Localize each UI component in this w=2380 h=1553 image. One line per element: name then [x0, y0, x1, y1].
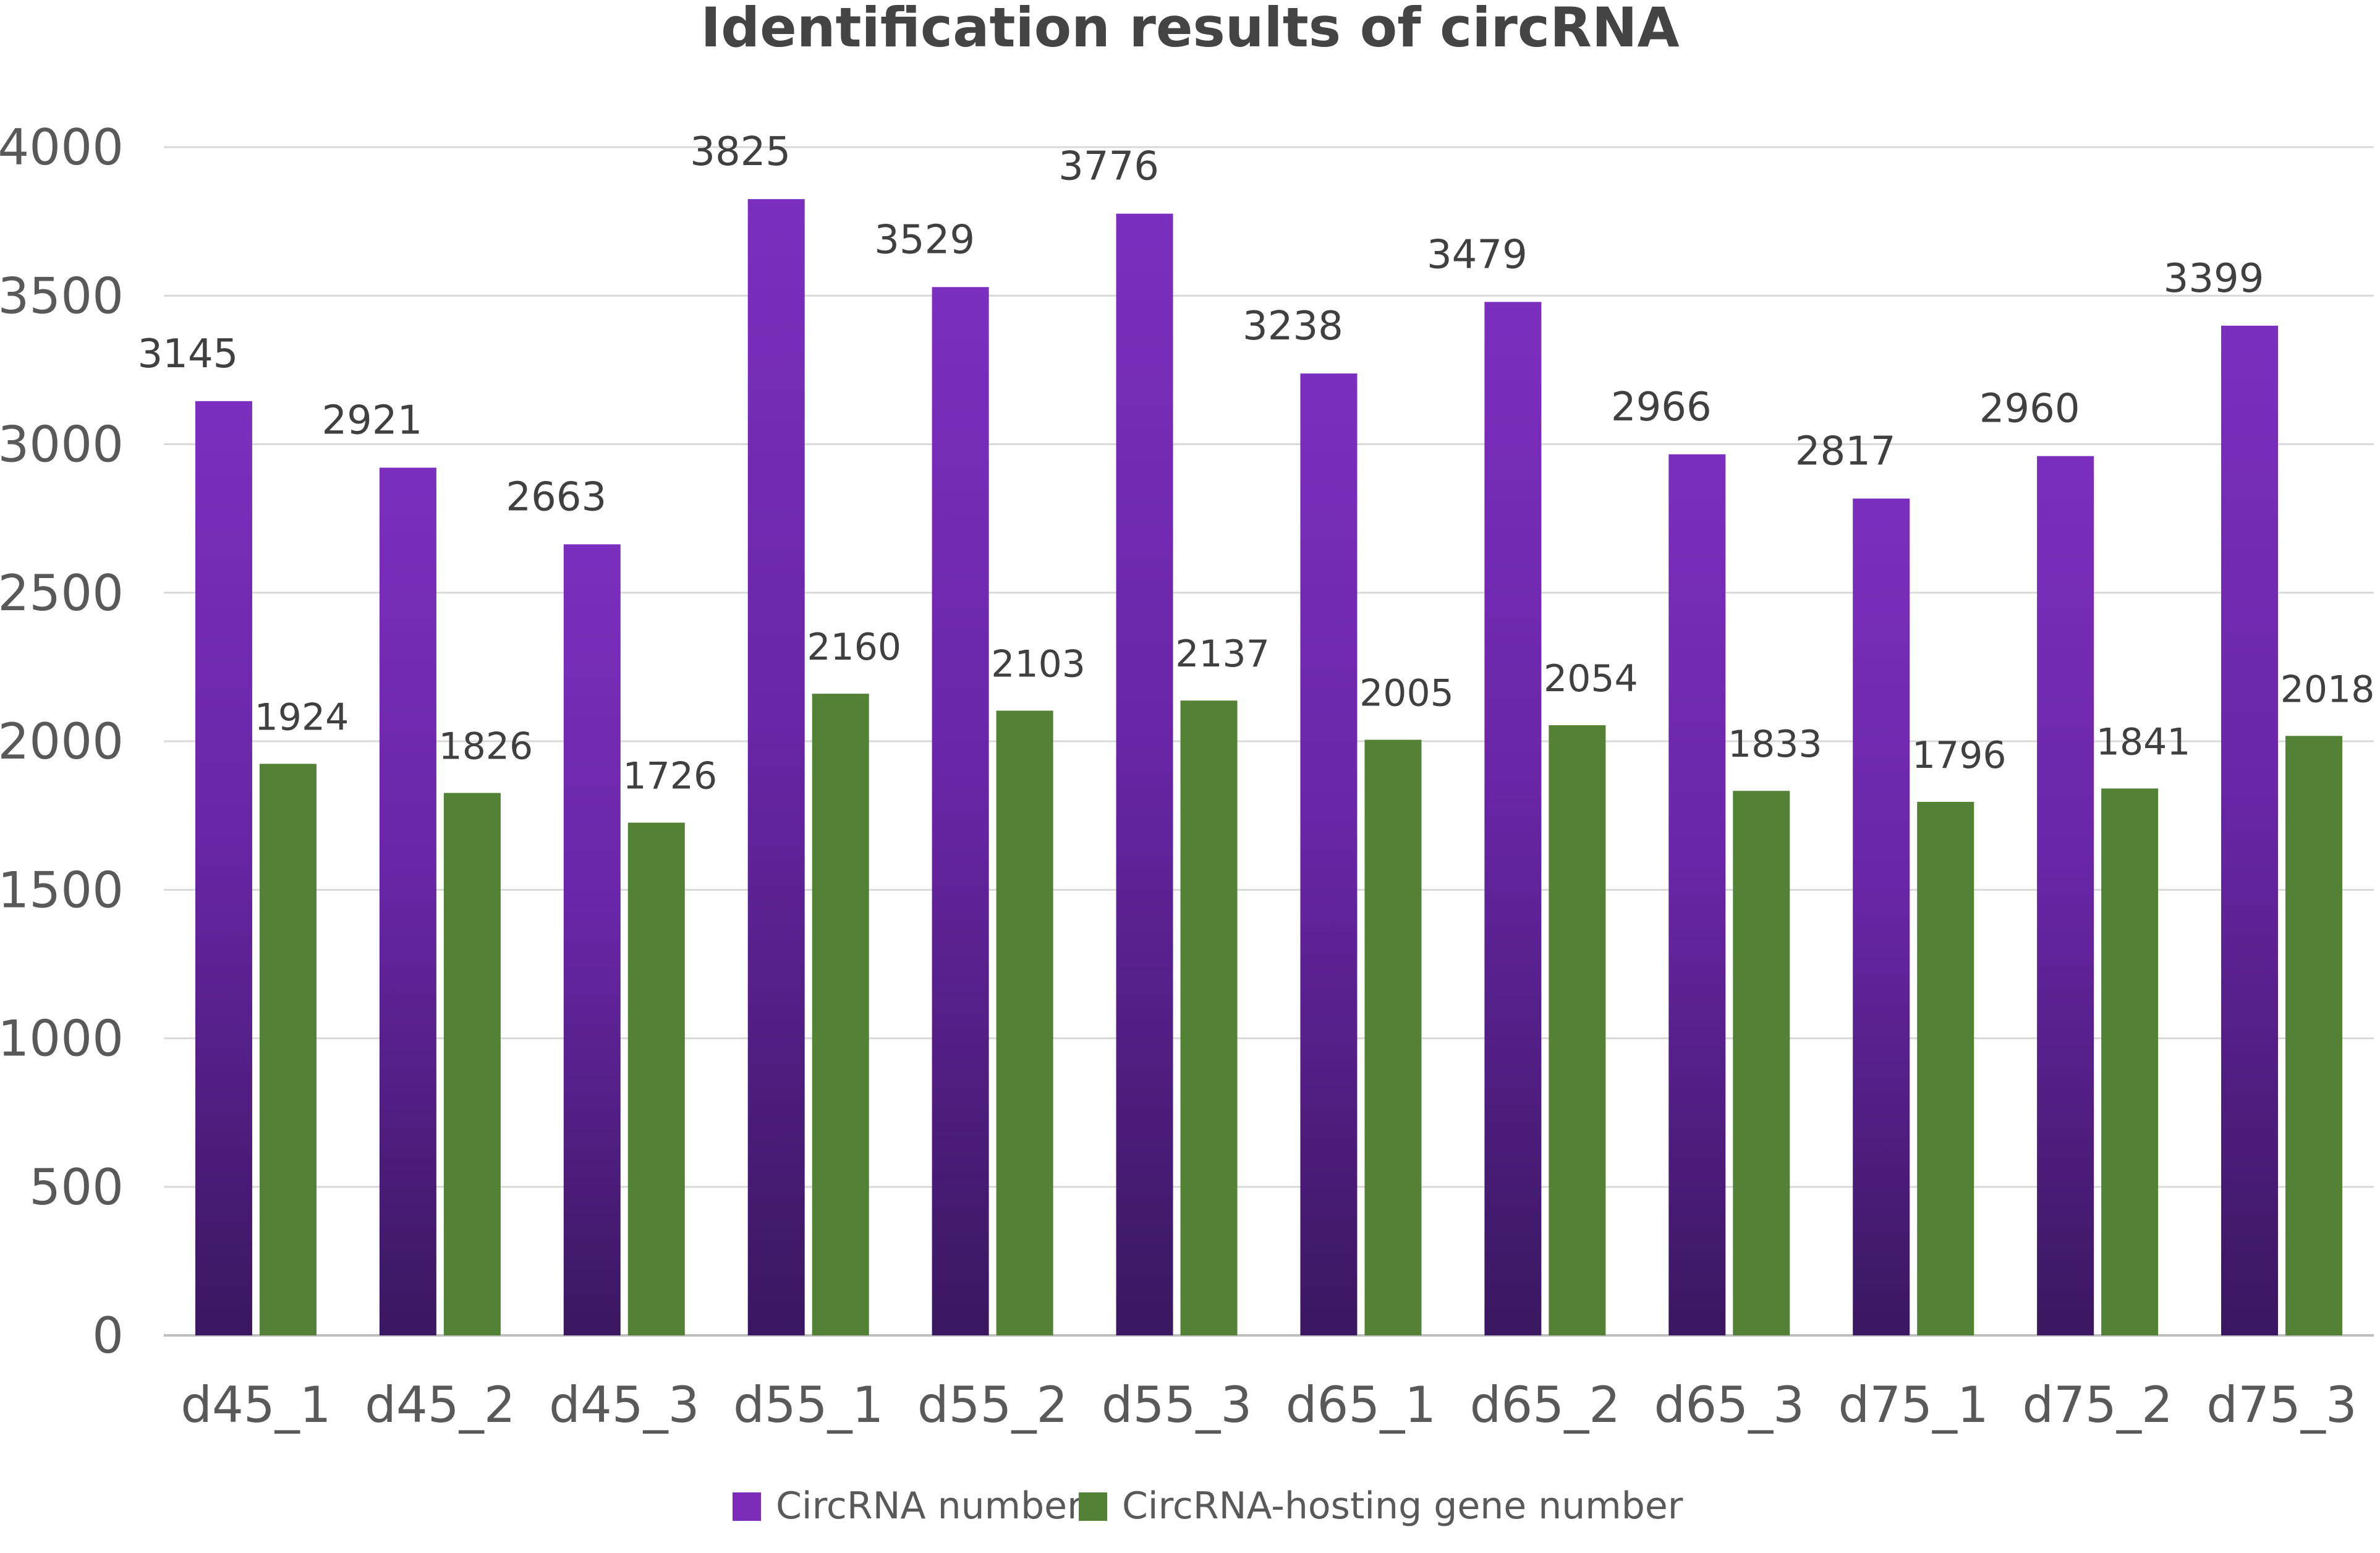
- x-tick-label: d45_3: [549, 1376, 699, 1434]
- x-tick-label: d65_1: [1286, 1376, 1436, 1434]
- y-tick-label: 2500: [0, 564, 124, 622]
- gridlines: [164, 146, 2374, 1337]
- bar-circrna-number: [1668, 454, 1726, 1336]
- data-label: 3529: [874, 217, 975, 263]
- x-tick-label: d55_2: [917, 1376, 1068, 1434]
- data-label: 3145: [138, 331, 239, 377]
- chart-title: Identification results of circRNA: [700, 0, 1679, 59]
- data-label: 2005: [1359, 672, 1454, 715]
- y-tick-label: 3500: [0, 267, 124, 325]
- bar-circrna-hosting-gene-number: [1917, 802, 1974, 1335]
- bar-circrna-hosting-gene-number: [627, 822, 685, 1335]
- data-label: 3238: [1243, 304, 1343, 349]
- legend-swatch-circrna-number: [733, 1492, 761, 1521]
- legend-label: CircRNA number: [776, 1484, 1082, 1528]
- data-label: 1796: [1912, 734, 2007, 777]
- data-label: 3479: [1427, 232, 1528, 278]
- x-tick-label: d45_1: [181, 1376, 331, 1434]
- y-tick-label: 2000: [0, 713, 124, 770]
- y-tick-label: 500: [29, 1159, 124, 1216]
- data-label: 2137: [1175, 632, 1270, 676]
- legend-swatch-circrna-hosting-gene-number: [1079, 1492, 1107, 1521]
- bar-circrna-number: [747, 199, 805, 1335]
- x-tick-label: d65_3: [1654, 1376, 1804, 1434]
- bar-circrna-hosting-gene-number: [2285, 736, 2343, 1335]
- y-tick-label: 3000: [0, 416, 124, 474]
- data-label: 2966: [1611, 385, 1712, 430]
- bar-circrna-number: [2037, 456, 2094, 1335]
- x-tick-label: d65_2: [1470, 1376, 1620, 1434]
- bar-circrna-hosting-gene-number: [1180, 700, 1238, 1335]
- bar-circrna-number: [2221, 325, 2279, 1335]
- data-label: 2054: [1544, 657, 1638, 700]
- data-label: 2921: [321, 398, 422, 443]
- bar-circrna-number: [563, 544, 621, 1336]
- bar-circrna-hosting-gene-number: [1733, 791, 1790, 1335]
- bar-circrna-number: [1853, 498, 1910, 1335]
- bar-circrna-number: [195, 401, 252, 1335]
- data-label: 2663: [506, 474, 606, 520]
- data-label: 1826: [439, 725, 533, 768]
- bar-circrna-hosting-gene-number: [443, 793, 501, 1335]
- data-label: 2817: [1795, 428, 1896, 474]
- bar-circrna-hosting-gene-number: [259, 764, 317, 1335]
- bar-circrna-hosting-gene-number: [996, 710, 1053, 1335]
- x-tick-label: d55_1: [733, 1376, 883, 1434]
- x-tick-label: d75_2: [2022, 1376, 2172, 1434]
- x-axis-tick-labels: d45_1 d45_2 d45_3 d55_1 d55_2 d55_3 d65_1 d65_2…: [181, 1376, 2357, 1434]
- data-label: 2960: [1979, 386, 2080, 432]
- data-label: 1726: [623, 755, 717, 798]
- x-tick-label: d45_2: [365, 1376, 515, 1434]
- bar-circrna-number: [379, 467, 436, 1335]
- y-tick-label: 4000: [0, 119, 124, 176]
- bar-circrna-number: [1484, 302, 1542, 1335]
- bar-circrna-number: [1300, 373, 1358, 1335]
- data-label: 3399: [2164, 256, 2264, 302]
- bar-circrna-number: [932, 287, 989, 1336]
- y-tick-label: 1500: [0, 861, 124, 919]
- legend: CircRNA number CircRNA-hosting gene numbe…: [733, 1484, 1683, 1528]
- bar-circrna-hosting-gene-number: [812, 694, 869, 1335]
- x-tick-label: d55_3: [1102, 1376, 1252, 1434]
- x-tick-label: d75_3: [2206, 1376, 2357, 1434]
- data-label: 2018: [2280, 668, 2375, 711]
- y-axis-tick-labels: 0 500 1000 1500 2000 2500 3000 3500 4000: [0, 119, 124, 1364]
- bar-circrna-hosting-gene-number: [2101, 788, 2159, 1335]
- bar-circrna-hosting-gene-number: [1364, 739, 1422, 1335]
- data-label: 2160: [807, 626, 901, 669]
- data-label: 2103: [991, 643, 1086, 686]
- data-label: 1833: [1728, 723, 1822, 766]
- x-tick-label: d75_1: [1838, 1376, 1988, 1434]
- data-label: 3825: [690, 129, 791, 175]
- bar-circrna-number: [1116, 213, 1173, 1336]
- data-label: 1924: [255, 696, 349, 739]
- y-tick-label: 0: [92, 1307, 124, 1364]
- data-label: 1841: [2096, 720, 2191, 764]
- y-tick-label: 1000: [0, 1010, 124, 1068]
- bar-circrna-hosting-gene-number: [1549, 725, 1606, 1335]
- bars: [195, 199, 2343, 1336]
- legend-label: CircRNA-hosting gene number: [1122, 1484, 1683, 1528]
- data-labels: 3145 1924 2921 1826 2663 1726 3825 2160 3529 2103…: [138, 129, 2375, 798]
- data-label: 3776: [1058, 144, 1159, 190]
